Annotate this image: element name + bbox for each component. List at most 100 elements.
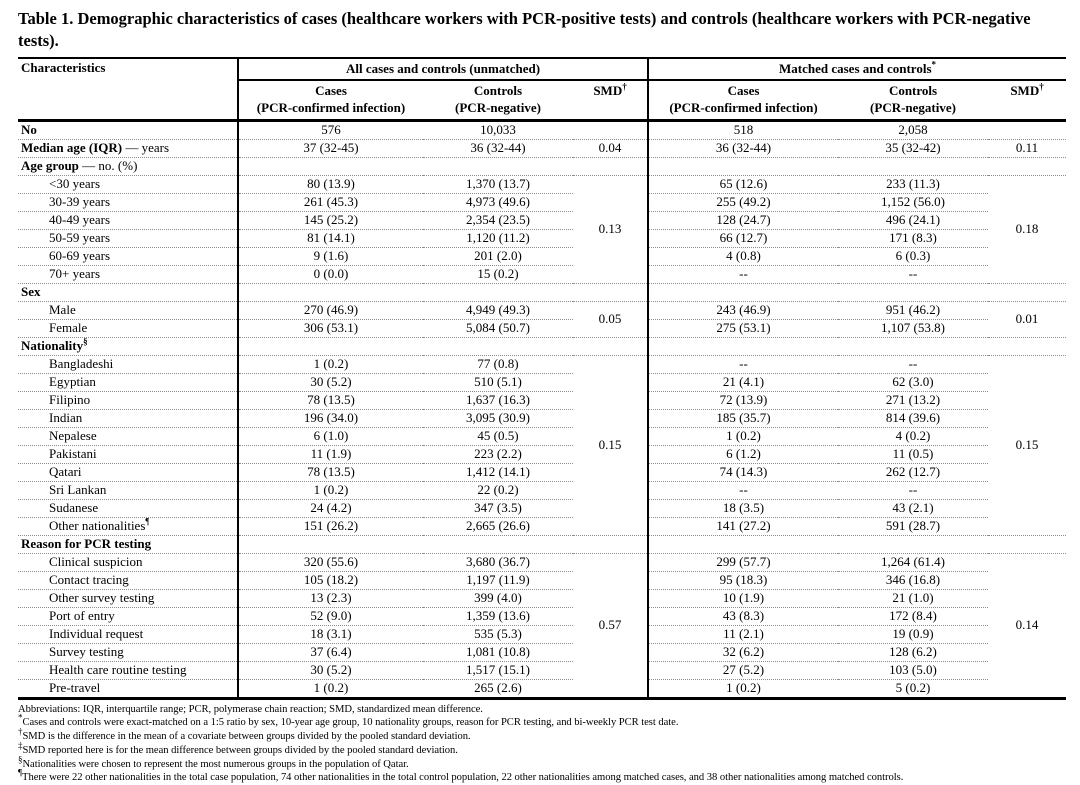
cell-value: 518 [647,119,839,140]
cell-value [423,336,573,356]
smd-value: 0.13 [573,174,649,284]
table-row: Sex [18,282,1067,302]
cell-value: 10,033 [423,119,573,140]
cell-value [647,156,839,176]
group-header-matched: Matched cases and controls* [647,57,1067,81]
cell-value [988,156,1067,176]
table-header: Characteristics All cases and controls (… [18,57,1067,122]
cell-value: 1,359 (13.6) [423,606,573,626]
cell-value [988,336,1067,356]
row-label: Qatari [18,462,238,482]
row-label: 60-69 years [18,246,238,266]
smd-header-label: SMD [1010,82,1040,98]
cell-value: 78 (13.5) [237,462,423,482]
cell-value: 1 (0.2) [237,678,423,699]
cell-value: 299 (57.7) [647,552,839,572]
column-header-cases-unmatched: Cases (PCR-confirmed infection) [237,79,423,122]
cell-value: 5,084 (50.7) [423,318,573,338]
sub-header-row: Cases (PCR-confirmed infection) Controls (… [18,79,1067,122]
cell-value: 591 (28.7) [838,516,989,536]
demographics-table: Characteristics All cases and controls (… [18,56,1067,700]
row-label: 30-39 years [18,192,238,212]
table-row: No 576 10,033 518 2,058 [18,119,1067,140]
cell-value [237,282,423,302]
cell-value: 30 (5.2) [237,372,423,392]
cell-value: 1,370 (13.7) [423,174,573,194]
table-row: Median age (IQR) — years 37 (32-45) 36 (32… [18,138,1067,158]
row-label: Sri Lankan [18,480,238,500]
cell-value [838,534,989,554]
cell-value [423,534,573,554]
cell-value: 1,120 (11.2) [423,228,573,248]
group-header-unmatched-label: All cases and controls (unmatched) [345,60,541,76]
row-label: Age group — no. (%) [18,156,238,176]
cell-value: 1 (0.2) [237,480,423,500]
cell-value [838,282,989,302]
cell-value: 1 (0.2) [647,678,839,699]
table-row: 70+ years 0 (0.0) 15 (0.2) -- -- [18,264,1066,284]
cell-value: 13 (2.3) [237,588,423,608]
cell-value: 9 (1.6) [237,246,423,266]
cases-header-line2: (PCR-confirmed infection) [669,100,818,116]
cell-value: 1,412 (14.1) [423,462,573,482]
row-label: Median age (IQR) — years [18,138,238,158]
cell-value: 0.11 [988,138,1067,158]
table-row: 50-59 years 81 (14.1) 1,120 (11.2) 66 (12.7… [18,228,1066,248]
cell-value [423,282,573,302]
cell-value: 1,081 (10.8) [423,642,573,662]
cell-value: -- [838,354,989,374]
table-row: Age group — no. (%) [18,156,1067,176]
table-title: Table 1. Demographic characteristics of … [18,9,1031,50]
smd-value: 0.14 [988,552,1067,699]
cell-value: 510 (5.1) [423,372,573,392]
table-row: Nepalese 6 (1.0) 45 (0.5) 1 (0.2) 4 (0.2) [18,426,1066,446]
cell-value: 21 (4.1) [647,372,839,392]
controls-header-line2: (PCR-negative) [870,100,956,116]
table-row: Male 270 (46.9) 4,949 (49.3) 0.05 243 (46.9)… [18,300,1067,338]
row-label: Contact tracing [18,570,238,590]
cell-value: 15 (0.2) [423,264,573,284]
cell-value: 32 (6.2) [647,642,839,662]
table-row: <30 years 80 (13.9) 1,370 (13.7) 0.13 65 (12… [18,174,1067,284]
cell-value: 255 (49.2) [647,192,839,212]
cell-value: 78 (13.5) [237,390,423,410]
cell-value: 43 (8.3) [647,606,839,626]
cell-value: 10 (1.9) [647,588,839,608]
cell-value: 103 (5.0) [838,660,989,680]
cell-value: 4,973 (49.6) [423,192,573,212]
column-header-smd-unmatched: SMD† [573,79,649,122]
cell-value: 243 (46.9) [647,300,839,320]
cell-value: 275 (53.1) [647,318,839,338]
footnote: Abbreviations: IQR, interquartile range;… [18,703,483,715]
cell-value: 262 (12.7) [838,462,989,482]
cell-value: 18 (3.5) [647,498,839,518]
cell-value: 1,197 (11.9) [423,570,573,590]
cell-value: 223 (2.2) [423,444,573,464]
cell-value: 4 (0.8) [647,246,839,266]
row-label: 50-59 years [18,228,238,248]
cell-value: 1 (0.2) [237,354,423,374]
controls-header-line1: Controls [888,82,938,98]
cell-value [988,534,1067,554]
cell-value: 270 (46.9) [237,300,423,320]
footnote-marker-asterisk: * [931,59,937,70]
table-row: Other nationalities¶ 151 (26.2) 2,665 (26.… [18,516,1066,536]
table-row: Reason for PCR testing [18,534,1067,554]
column-header-characteristics: Characteristics [18,57,238,122]
cell-value: -- [838,264,989,284]
cell-value: 306 (53.1) [237,318,423,338]
cell-value: 6 (1.0) [237,426,423,446]
smd-value: 0.18 [988,174,1067,284]
table-row: Filipino 78 (13.5) 1,637 (16.3) 72 (13.9) 27… [18,390,1066,410]
cell-value: 1,637 (16.3) [423,390,573,410]
table-row: Sri Lankan 1 (0.2) 22 (0.2) -- -- [18,480,1066,500]
cell-value: 4 (0.2) [838,426,989,446]
row-label: Nationality§ [18,336,238,356]
row-label: 70+ years [18,264,238,284]
table-row: Clinical suspicion 320 (55.6) 3,680 (36.7)… [18,552,1067,699]
row-label: 40-49 years [18,210,238,230]
row-label: Survey testing [18,642,238,662]
cell-value: 185 (35.7) [647,408,839,428]
cell-value [647,534,839,554]
